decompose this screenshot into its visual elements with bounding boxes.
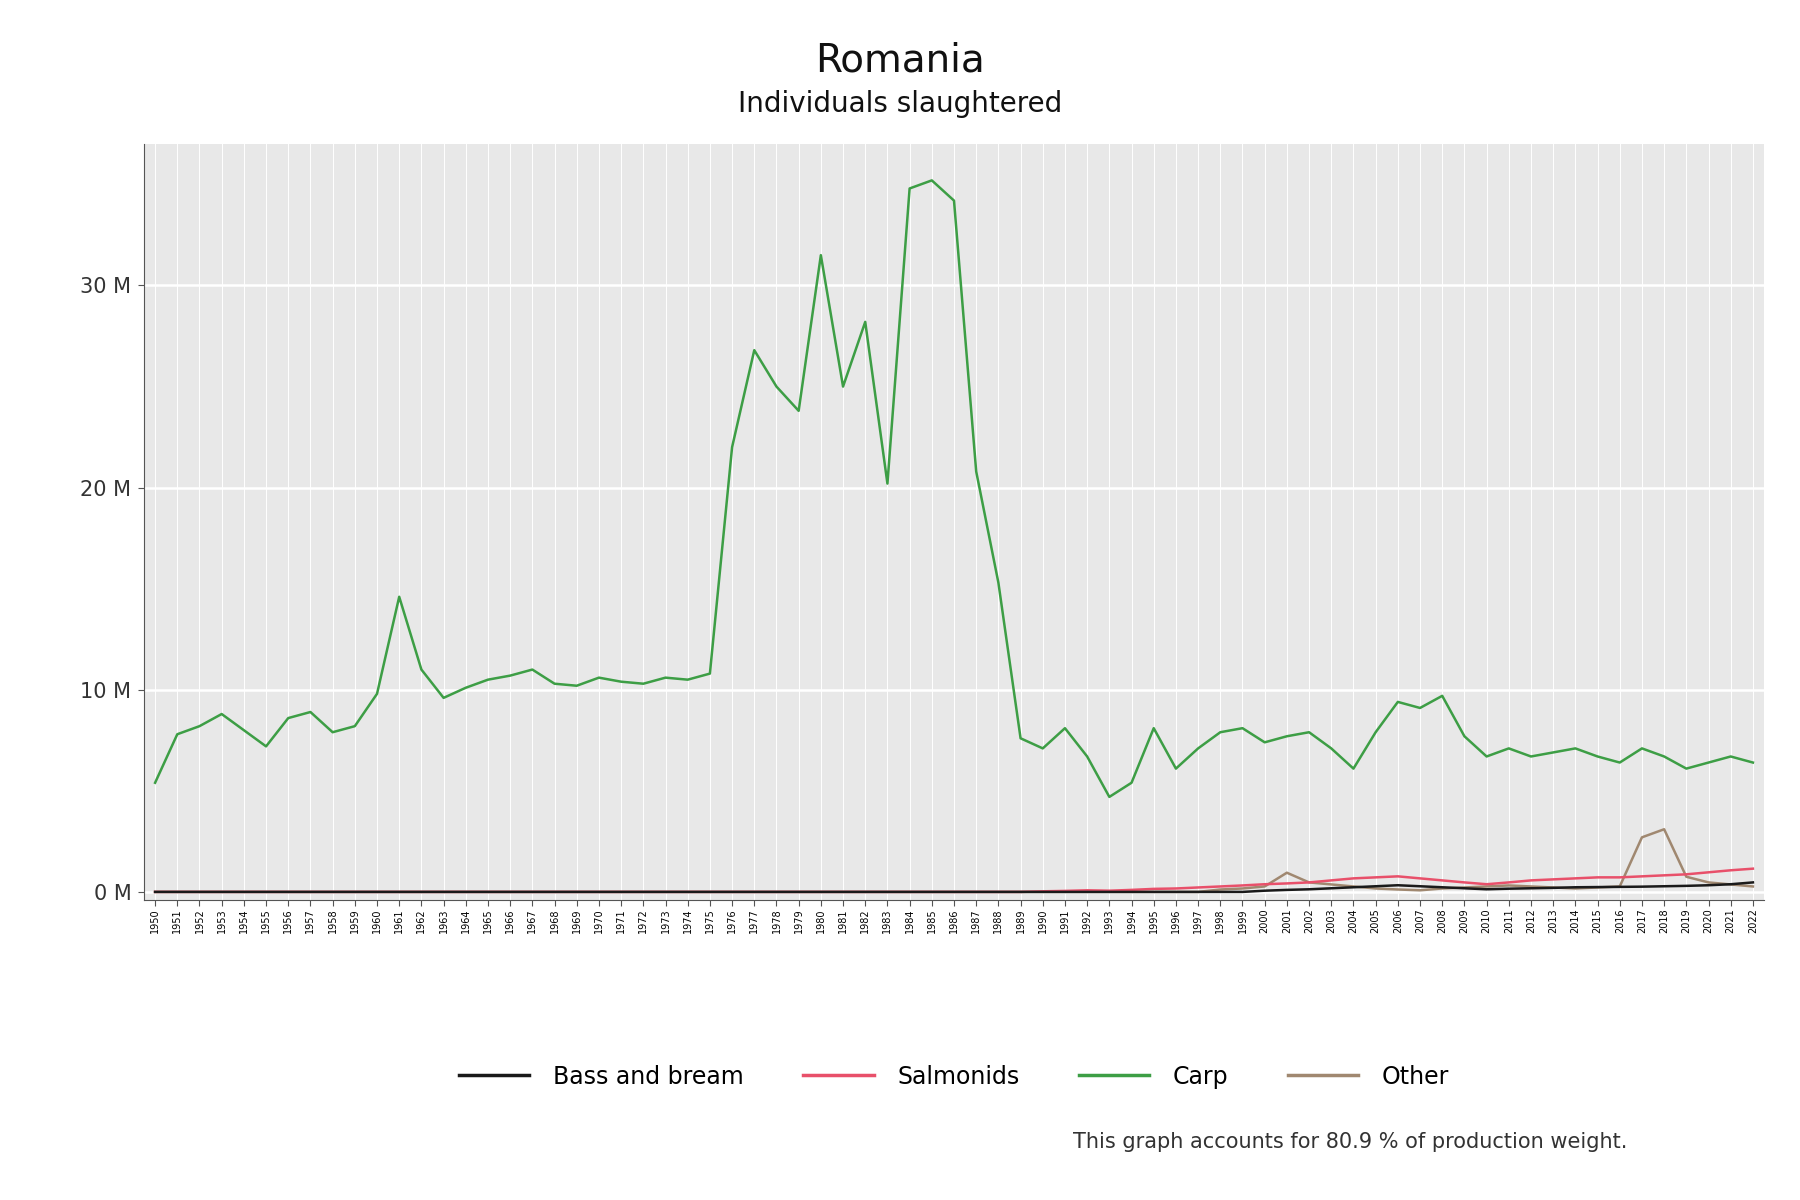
Salmonids [499,884,520,899]
Text: Romania: Romania [815,42,985,80]
Bass and bream [144,884,166,899]
Carp [1742,755,1764,769]
Other [144,884,166,899]
Other [1742,880,1764,894]
Carp [677,672,698,686]
Bass and bream [943,884,965,899]
Salmonids [144,884,166,899]
Carp [144,775,166,790]
Salmonids [677,884,698,899]
Bass and bream [677,884,698,899]
Bass and bream [1742,875,1764,889]
Other [499,884,520,899]
Salmonids [1521,874,1543,888]
Other [1476,880,1498,894]
Carp [1521,749,1543,763]
Salmonids [1588,870,1609,884]
Line: Carp: Carp [155,180,1753,797]
Carp [1631,742,1652,756]
Carp [965,464,986,479]
Carp [499,668,520,683]
Salmonids [1742,862,1764,876]
Salmonids [943,884,965,899]
Other [943,884,965,899]
Other [677,884,698,899]
Text: Individuals slaughtered: Individuals slaughtered [738,90,1062,118]
Line: Other: Other [155,829,1753,892]
Line: Bass and bream: Bass and bream [155,882,1753,892]
Carp [1564,742,1586,756]
Carp [1098,790,1120,804]
Text: This graph accounts for 80.9 % of production weight.: This graph accounts for 80.9 % of produc… [1073,1132,1627,1152]
Line: Salmonids: Salmonids [155,869,1753,892]
Bass and bream [1476,882,1498,896]
Bass and bream [1521,881,1543,895]
Carp [922,173,943,187]
Other [1521,880,1543,894]
Salmonids [1476,877,1498,892]
Bass and bream [1588,880,1609,894]
Other [1588,881,1609,895]
Other [1654,822,1676,836]
Legend: Bass and bream, Salmonids, Carp, Other: Bass and bream, Salmonids, Carp, Other [450,1056,1458,1098]
Bass and bream [499,884,520,899]
